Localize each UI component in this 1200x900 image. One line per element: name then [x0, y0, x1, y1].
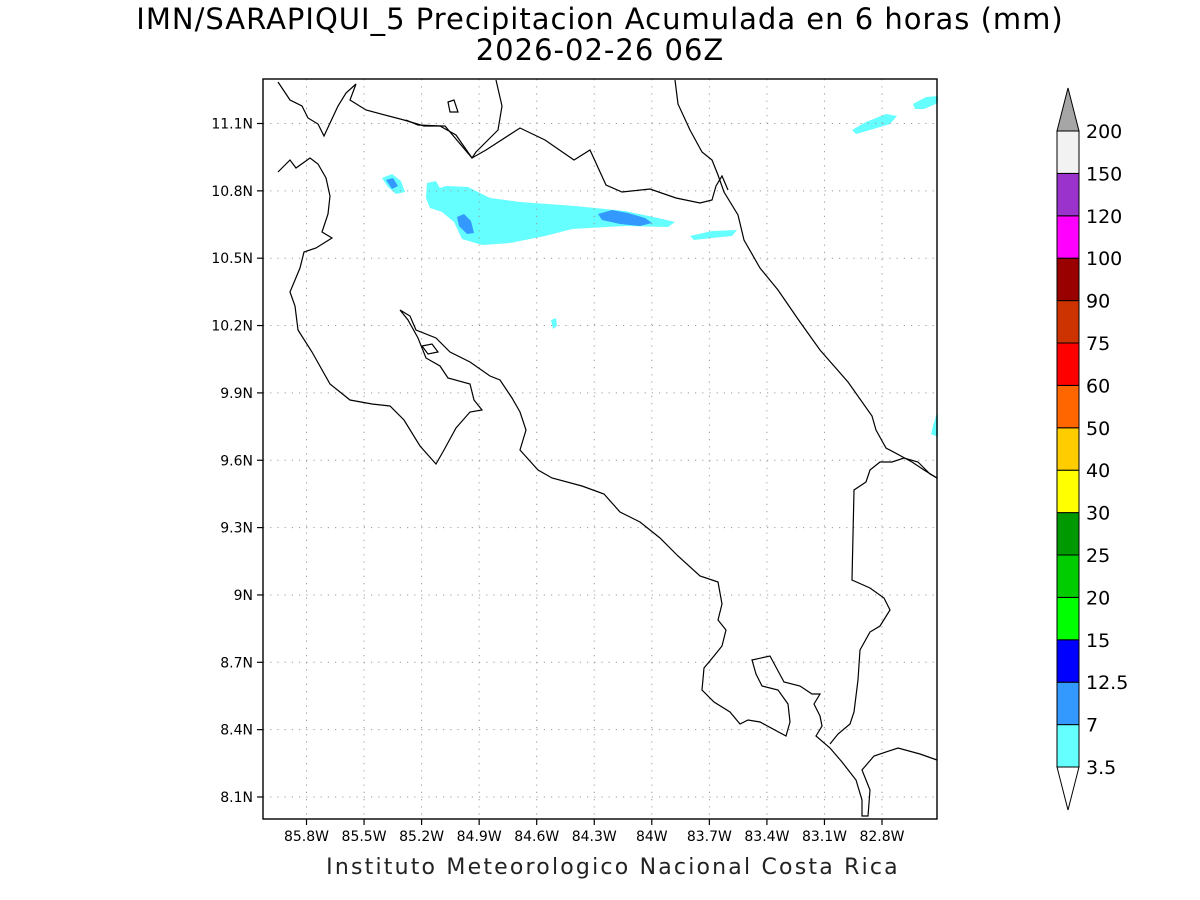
- latitude-labels: 11.1N 10.8N 10.5N 10.2N 9.9N 9.6N 9.3N 9N 8.7N 8.…: [211, 117, 263, 806]
- map-title: IMN/SARAPIQUI_5 Precipitacion Acumulada …: [136, 2, 1064, 36]
- longitude-label: 85.2W: [399, 829, 444, 845]
- longitude-label: 84.9W: [457, 829, 502, 845]
- colorbar-swatch: [1056, 215, 1080, 259]
- colorbar-low-arrow: [1056, 766, 1080, 811]
- map-panel: 11.1N 10.8N 10.5N 10.2N 9.9N 9.6N 9.3N 9N 8.7N 8.…: [211, 78, 938, 845]
- coastline: [277, 79, 938, 817]
- colorbar-label: 75: [1086, 333, 1110, 355]
- lake-island: [447, 99, 459, 113]
- longitude-label: 83.4W: [744, 829, 789, 845]
- colorbar-high-arrow: [1056, 87, 1080, 132]
- colorbar-swatch: [1056, 512, 1080, 556]
- colorbar-swatch: [1056, 130, 1080, 174]
- colorbar-label: 40: [1086, 460, 1110, 482]
- colorbar-label: 30: [1086, 503, 1110, 525]
- colorbar-label: 3.5: [1086, 757, 1116, 779]
- nicaragua-border-north-coast: [277, 79, 503, 159]
- colorbar-label: 100: [1086, 248, 1122, 270]
- colorbar: 3.5 7 12.5 15 20 25 30 40 50 60 75 90 100 120 150 200: [1056, 87, 1128, 811]
- colorbar-swatch: [1056, 724, 1080, 768]
- colorbar-swatch: [1056, 172, 1080, 217]
- colorbar-swatch: [1056, 681, 1080, 726]
- latitude-label: 8.1N: [220, 790, 253, 806]
- colorbar-swatch: [1056, 427, 1080, 471]
- precip-area-northeast-2: [913, 96, 938, 109]
- latitude-label: 11.1N: [211, 117, 253, 133]
- colorbar-label: 15: [1086, 630, 1110, 652]
- colorbar-label: 50: [1086, 418, 1110, 440]
- longitude-labels: 85.8W 85.5W 85.2W 84.9W 84.6W 84.3W 84W 83.7W 83…: [284, 819, 905, 845]
- latitude-label: 8.7N: [220, 655, 253, 671]
- colorbar-swatch: [1056, 554, 1080, 598]
- colorbar-label: 90: [1086, 291, 1110, 313]
- caribbean-coast-north: [674, 79, 938, 479]
- colorbar-label: 200: [1086, 121, 1122, 143]
- longitude-label: 84.3W: [572, 829, 617, 845]
- colorbar-swatch: [1056, 300, 1080, 344]
- precip-core-2: [457, 214, 474, 234]
- longitude-label: 85.8W: [284, 829, 329, 845]
- longitude-label: 83.7W: [687, 829, 732, 845]
- precip-area-west-2: [426, 181, 441, 208]
- latitude-label: 10.8N: [211, 184, 253, 200]
- colorbar-label: 20: [1086, 587, 1110, 609]
- precip-core-3: [386, 178, 398, 189]
- colorbar-swatch: [1056, 596, 1080, 641]
- precip-area-center-dot: [551, 318, 557, 329]
- map-frame: [262, 78, 938, 820]
- latitude-label: 8.4N: [220, 723, 253, 739]
- longitude-label: 84W: [636, 829, 668, 845]
- colorbar-label: 120: [1086, 206, 1122, 228]
- lake-shore: [405, 119, 729, 204]
- longitude-label: 82.8W: [859, 829, 904, 845]
- precip-area-east-edge: [931, 414, 938, 437]
- precip-area-east: [690, 230, 737, 240]
- colorbar-label: 150: [1086, 163, 1122, 185]
- latitude-label: 10.5N: [211, 251, 253, 267]
- precipitation-layer: [382, 96, 938, 437]
- latitude-label: 9.6N: [220, 453, 253, 469]
- colorbar-label: 7: [1086, 715, 1098, 737]
- colorbar-swatch: [1056, 639, 1080, 683]
- precip-area-northeast-1: [852, 114, 897, 134]
- precip-area-main: [426, 186, 675, 245]
- longitude-label: 85.5W: [342, 829, 387, 845]
- latitude-label: 9N: [234, 588, 253, 604]
- graticule: [263, 79, 937, 819]
- latitude-label: 9.3N: [220, 521, 253, 537]
- colorbar-label: 12.5: [1086, 672, 1128, 694]
- map-datetime: 2026-02-26 06Z: [475, 33, 725, 67]
- panama-border: [829, 457, 938, 745]
- pacific-coast-north: [277, 157, 938, 817]
- longitude-label: 84.6W: [514, 829, 559, 845]
- precip-core-1: [598, 210, 652, 226]
- colorbar-swatch: [1056, 469, 1080, 514]
- institution-credit: Instituto Meteorologico Nacional Costa R…: [326, 855, 900, 880]
- colorbar-swatch: [1056, 384, 1080, 429]
- colorbar-label: 25: [1086, 545, 1110, 567]
- colorbar-label: 60: [1086, 375, 1110, 397]
- longitude-label: 83.1W: [802, 829, 847, 845]
- latitude-label: 10.2N: [211, 319, 253, 335]
- colorbar-swatch: [1056, 342, 1080, 386]
- nicoya-island: [420, 343, 440, 355]
- latitude-label: 9.9N: [220, 386, 253, 402]
- colorbar-swatch: [1056, 257, 1080, 302]
